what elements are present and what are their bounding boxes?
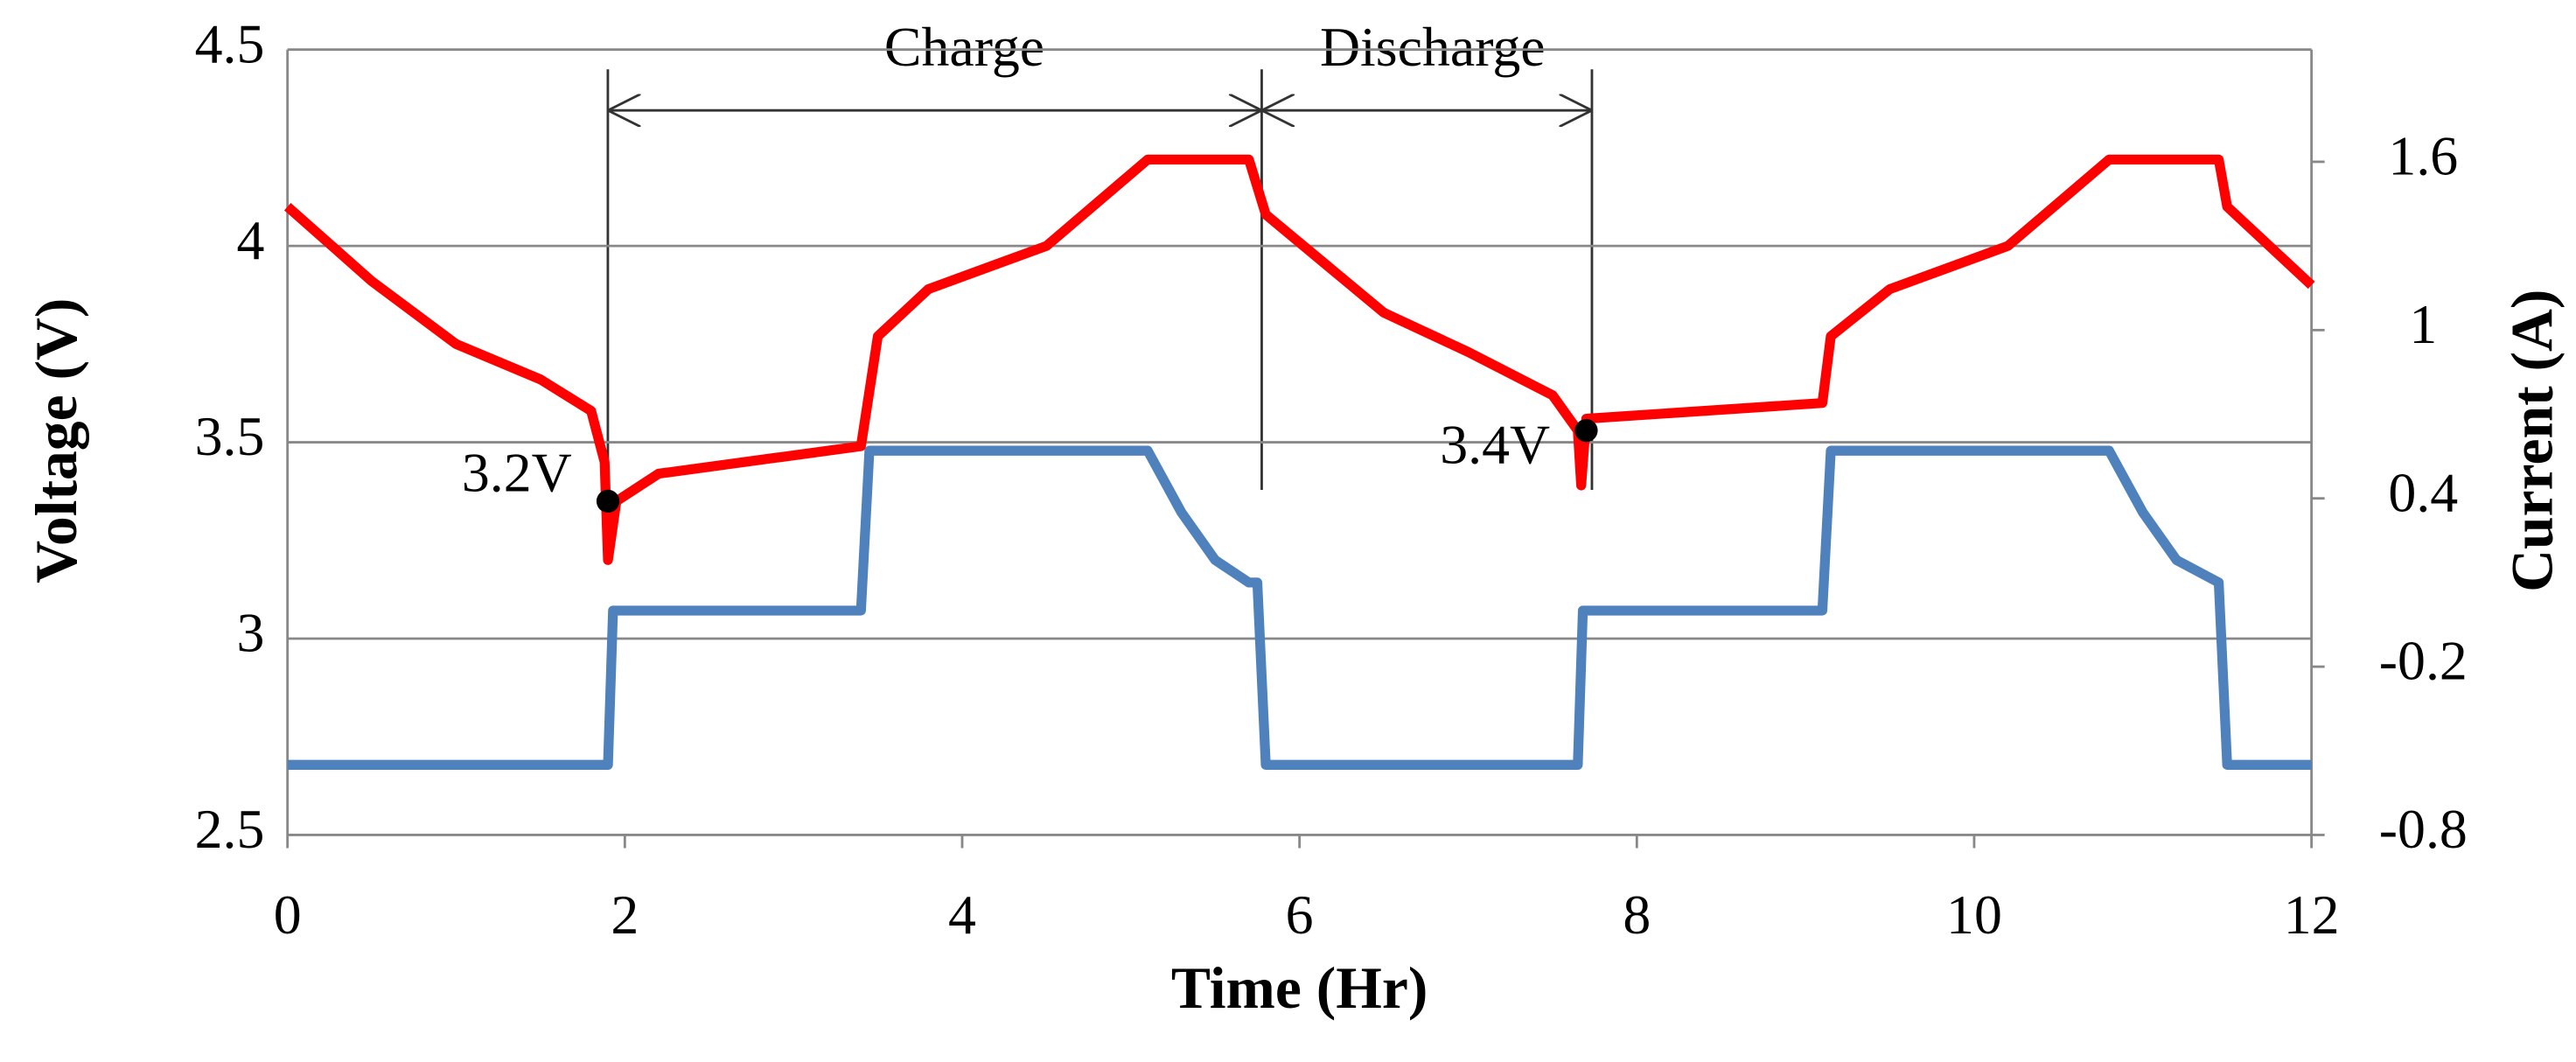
- x-axis-title: Time (Hr): [1171, 955, 1428, 1021]
- y2-tick-label: 1: [2409, 293, 2437, 355]
- y2-tick-label: -0.2: [2379, 630, 2468, 692]
- x-tick-label: 8: [1623, 884, 1651, 946]
- y-tick-label: 4.5: [195, 12, 265, 74]
- annotation: Charge: [884, 16, 1044, 78]
- y-tick-label: 4: [236, 209, 264, 271]
- y2-tick-label: -0.8: [2379, 798, 2468, 860]
- y-tick-label: 3: [236, 602, 264, 664]
- data-line: [283, 154, 2315, 565]
- y2-tick-label: 0.4: [2388, 461, 2458, 523]
- point-label: 3.4V: [1440, 413, 1550, 475]
- point: [1574, 418, 1598, 443]
- x-tick-label: 12: [2284, 884, 2340, 946]
- y2-tick-label: 1.6: [2388, 125, 2458, 187]
- y-tick-label: 3.5: [195, 405, 265, 467]
- x-tick-label: 4: [948, 884, 976, 946]
- annotation: Discharge: [1320, 16, 1546, 78]
- x-tick-label: 10: [1946, 884, 2002, 946]
- annotation-arrows: [606, 69, 1594, 493]
- point: [596, 489, 620, 514]
- y-axis-title: Voltage (V): [24, 298, 89, 583]
- x-tick-label: 6: [1286, 884, 1314, 946]
- point-label: 3.2V: [462, 441, 572, 503]
- y2-axis-title: Current (A): [2499, 290, 2565, 592]
- x-tick-label: 0: [274, 884, 302, 946]
- data-line: [287, 445, 2312, 770]
- x-tick-label: 2: [611, 884, 639, 946]
- y-tick-label: 2.5: [195, 798, 265, 860]
